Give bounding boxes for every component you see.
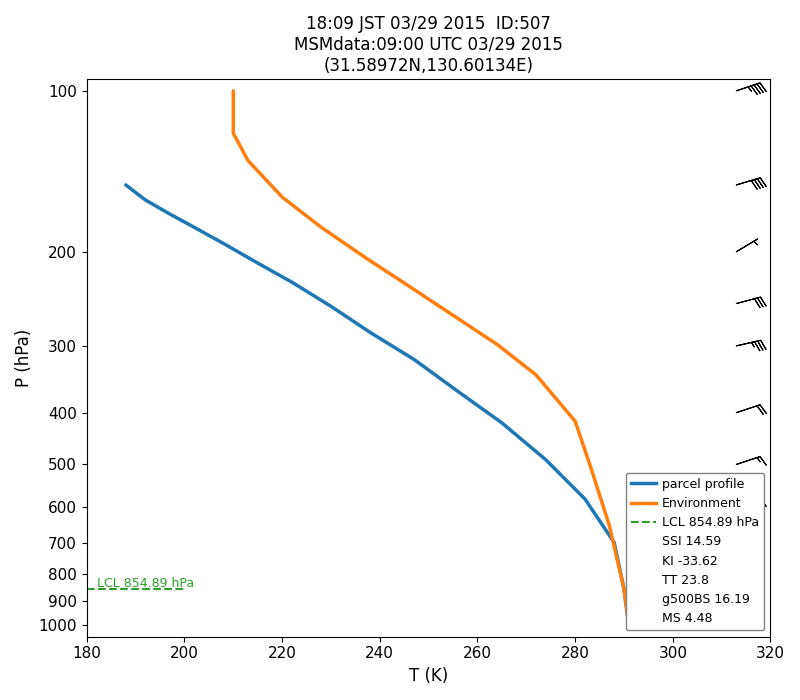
Y-axis label: P (hPa): P (hPa)	[15, 329, 33, 387]
Legend: parcel profile, Environment, LCL 854.89 hPa, SSI 14.59, KI -33.62, TT 23.8, g500: parcel profile, Environment, LCL 854.89 …	[626, 473, 764, 631]
X-axis label: T (K): T (K)	[409, 667, 448, 685]
Title: 18:09 JST 03/29 2015  ID:507
MSMdata:09:00 UTC 03/29 2015
(31.58972N,130.60134E): 18:09 JST 03/29 2015 ID:507 MSMdata:09:0…	[294, 15, 563, 75]
Text: LCL 854.89 hPa: LCL 854.89 hPa	[97, 578, 194, 590]
